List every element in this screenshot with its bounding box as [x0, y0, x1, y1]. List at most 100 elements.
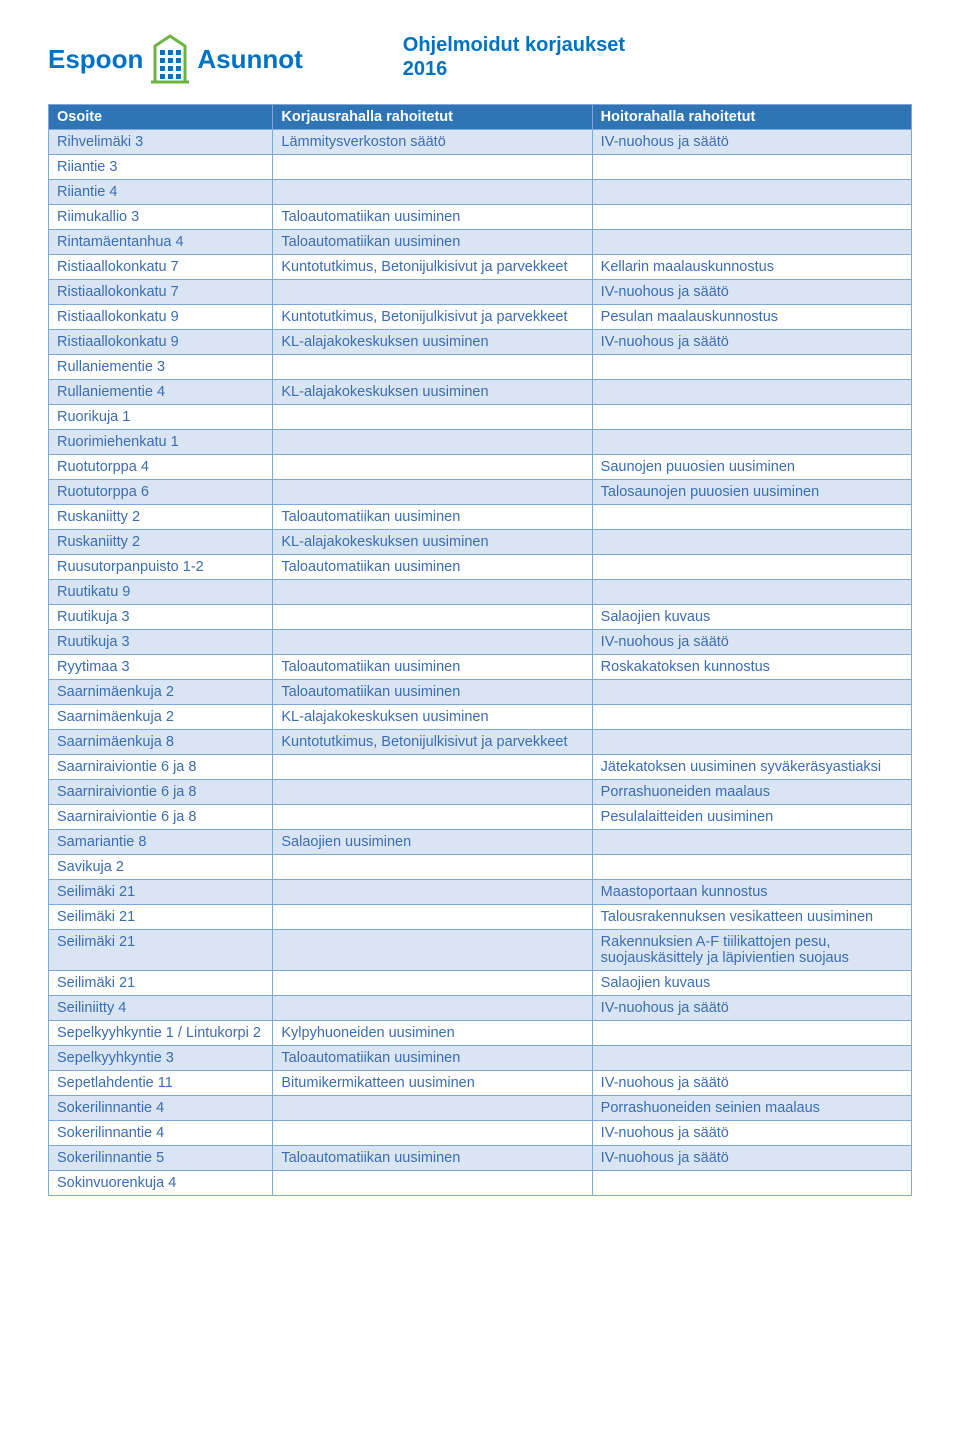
table-cell	[592, 555, 911, 580]
table-row: Riiantie 3	[49, 155, 912, 180]
table-cell: Rullaniementie 4	[49, 380, 273, 405]
table-cell	[592, 180, 911, 205]
table-cell: Ryytimaa 3	[49, 655, 273, 680]
table-cell: Ristiaallokonkatu 9	[49, 330, 273, 355]
table-cell: Ruotutorppa 4	[49, 455, 273, 480]
table-cell: IV-nuohous ja säätö	[592, 630, 911, 655]
table-cell: Jätekatoksen uusiminen syväkeräsyastiaks…	[592, 755, 911, 780]
table-cell	[273, 930, 592, 971]
table-cell	[592, 505, 911, 530]
table-cell: KL-alajakokeskuksen uusiminen	[273, 330, 592, 355]
page-header: Espoon Asunnot Ohjelmoidut korjaukset 20…	[48, 32, 912, 86]
table-row: Saarniraiviontie 6 ja 8Pesulalaitteiden …	[49, 805, 912, 830]
table-cell: Seilimäki 21	[49, 930, 273, 971]
table-cell	[273, 455, 592, 480]
table-row: Sokerilinnantie 4Porrashuoneiden seinien…	[49, 1096, 912, 1121]
table-cell	[273, 755, 592, 780]
table-cell: Roskakatoksen kunnostus	[592, 655, 911, 680]
table-cell: Sokinvuorenkuja 4	[49, 1171, 273, 1196]
table-row: Sepelkyyhkyntie 1 / Lintukorpi 2Kylpyhuo…	[49, 1021, 912, 1046]
table-row: Seilimäki 21 Rakennuksien A-F tiilikattoj…	[49, 930, 912, 971]
table-cell: Ruotutorppa 6	[49, 480, 273, 505]
table-cell: Taloautomatiikan uusiminen	[273, 205, 592, 230]
table-cell: Ristiaallokonkatu 7	[49, 280, 273, 305]
table-cell: IV-nuohous ja säätö	[592, 330, 911, 355]
table-cell	[273, 971, 592, 996]
table-cell: Rakennuksien A-F tiilikattojen pesu, suo…	[592, 930, 911, 971]
table-cell	[592, 855, 911, 880]
table-cell: Ruorimiehenkatu 1	[49, 430, 273, 455]
table-cell: Salaojien uusiminen	[273, 830, 592, 855]
table-cell: Kellarin maalauskunnostus	[592, 255, 911, 280]
table-cell: Maastoportaan kunnostus	[592, 880, 911, 905]
table-cell	[592, 1046, 911, 1071]
table-cell: Saarniraiviontie 6 ja 8	[49, 755, 273, 780]
table-cell	[273, 155, 592, 180]
table-cell: Talosaunojen puuosien uusiminen	[592, 480, 911, 505]
table-cell: Bitumikermikatteen uusiminen	[273, 1071, 592, 1096]
table-cell: IV-nuohous ja säätö	[592, 130, 911, 155]
table-row: Ryytimaa 3Taloautomatiikan uusiminenRosk…	[49, 655, 912, 680]
table-row: Ristiaallokonkatu 7Kuntotutkimus, Betoni…	[49, 255, 912, 280]
table-row: Ruusutorpanpuisto 1-2Taloautomatiikan uu…	[49, 555, 912, 580]
table-row: Seilimäki 21Talousrakennuksen vesikattee…	[49, 905, 912, 930]
table-cell: IV-nuohous ja säätö	[592, 996, 911, 1021]
table-cell: Seilimäki 21	[49, 905, 273, 930]
table-cell	[592, 405, 911, 430]
table-row: Ruorimiehenkatu 1	[49, 430, 912, 455]
table-cell: IV-nuohous ja säätö	[592, 1146, 911, 1171]
table-row: Sokerilinnantie 5Taloautomatiikan uusimi…	[49, 1146, 912, 1171]
table-row: Ristiaallokonkatu 7IV-nuohous ja säätö	[49, 280, 912, 305]
table-cell	[592, 580, 911, 605]
table-cell: Ruutikuja 3	[49, 605, 273, 630]
repairs-table: OsoiteKorjausrahalla rahoitetutHoitoraha…	[48, 104, 912, 1196]
table-cell: Taloautomatiikan uusiminen	[273, 1046, 592, 1071]
table-row: Ruutikuja 3Salaojien kuvaus	[49, 605, 912, 630]
table-cell: Sepelkyyhkyntie 1 / Lintukorpi 2	[49, 1021, 273, 1046]
table-row: Riimukallio 3Taloautomatiikan uusiminen	[49, 205, 912, 230]
table-header-cell: Osoite	[49, 105, 273, 130]
building-icon	[149, 32, 191, 86]
table-cell: Sokerilinnantie 5	[49, 1146, 273, 1171]
table-cell	[273, 480, 592, 505]
table-row: Sepetlahdentie 11Bitumikermikatteen uusi…	[49, 1071, 912, 1096]
table-row: Saarnimäenkuja 2Taloautomatiikan uusimin…	[49, 680, 912, 705]
table-row: Ruorikuja 1	[49, 405, 912, 430]
table-cell: Seilimäki 21	[49, 880, 273, 905]
table-row: Samariantie 8Salaojien uusiminen	[49, 830, 912, 855]
table-cell	[273, 630, 592, 655]
table-cell: Lämmitysverkoston säätö	[273, 130, 592, 155]
table-cell	[273, 855, 592, 880]
brand-text-right: Asunnot	[197, 46, 302, 72]
table-cell: Porrashuoneiden maalaus	[592, 780, 911, 805]
table-row: Savikuja 2	[49, 855, 912, 880]
table-cell	[273, 580, 592, 605]
table-row: Sokerilinnantie 4IV-nuohous ja säätö	[49, 1121, 912, 1146]
table-cell: Ristiaallokonkatu 7	[49, 255, 273, 280]
table-cell: Taloautomatiikan uusiminen	[273, 655, 592, 680]
table-cell: KL-alajakokeskuksen uusiminen	[273, 530, 592, 555]
table-cell	[592, 205, 911, 230]
table-cell	[273, 180, 592, 205]
table-cell	[592, 230, 911, 255]
table-cell: Rintamäentanhua 4	[49, 230, 273, 255]
table-cell: Kuntotutkimus, Betonijulkisivut ja parve…	[273, 305, 592, 330]
table-cell	[592, 380, 911, 405]
table-cell: Sokerilinnantie 4	[49, 1121, 273, 1146]
table-cell: Taloautomatiikan uusiminen	[273, 230, 592, 255]
table-cell	[273, 1121, 592, 1146]
table-body: Rihvelimäki 3Lämmitysverkoston säätöIV-n…	[49, 130, 912, 1196]
table-cell: Taloautomatiikan uusiminen	[273, 680, 592, 705]
table-row: Saarnimäenkuja 8Kuntotutkimus, Betonijul…	[49, 730, 912, 755]
table-cell: Ruskaniitty 2	[49, 505, 273, 530]
table-cell	[273, 805, 592, 830]
table-row: Rullaniementie 4KL-alajakokeskuksen uusi…	[49, 380, 912, 405]
table-row: Ruutikatu 9	[49, 580, 912, 605]
table-cell: Savikuja 2	[49, 855, 273, 880]
table-cell: Saarnimäenkuja 2	[49, 680, 273, 705]
table-cell: Saarniraiviontie 6 ja 8	[49, 780, 273, 805]
table-cell	[592, 680, 911, 705]
brand-logo: Espoon Asunnot	[48, 32, 303, 86]
table-row: Seiliniitty 4IV-nuohous ja säätö	[49, 996, 912, 1021]
table-cell: Salaojien kuvaus	[592, 971, 911, 996]
